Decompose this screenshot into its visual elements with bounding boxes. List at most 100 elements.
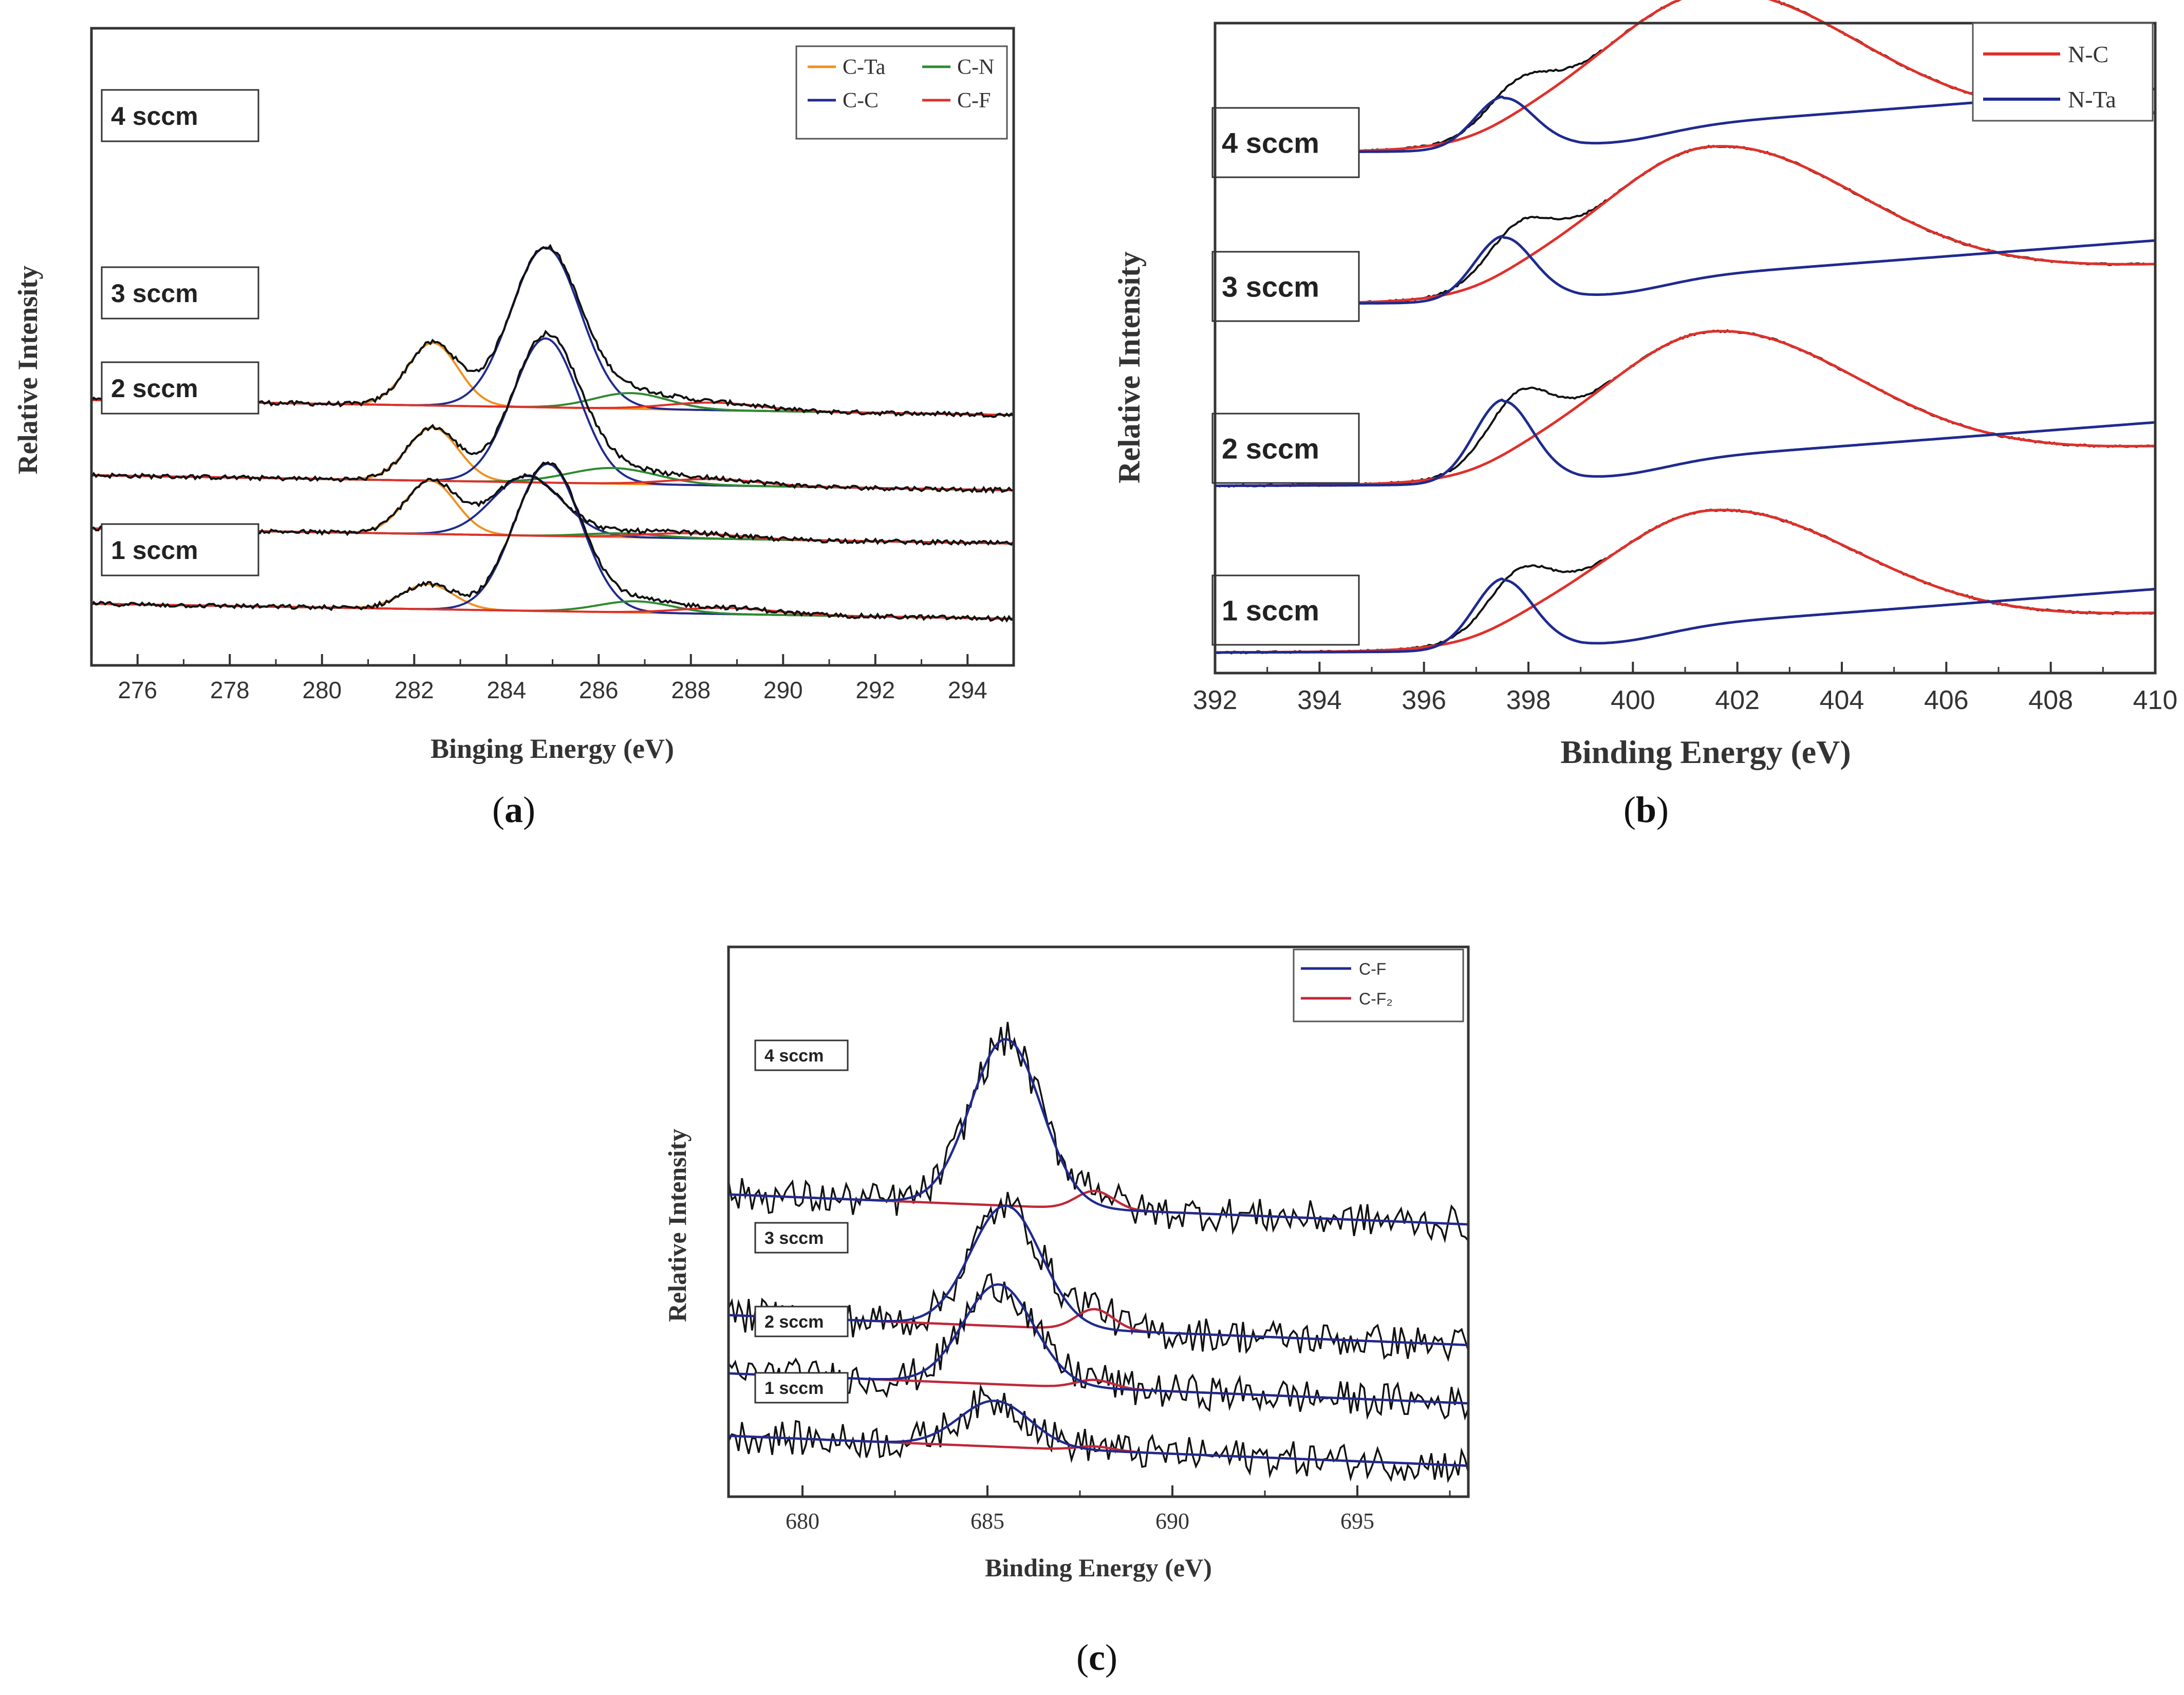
chart-b-tick-label: 392 bbox=[1193, 685, 1238, 715]
chart-c-raw-spectrum bbox=[727, 1191, 1469, 1362]
panel-label-a-open: ( bbox=[492, 789, 505, 830]
chart-a-tick-label: 288 bbox=[671, 677, 711, 703]
chart-a-label-box-4-sccm bbox=[101, 89, 259, 142]
chart-c-series-3-sccm bbox=[727, 1191, 1469, 1362]
chart-c-ylabel: Relative Intensity bbox=[663, 1129, 692, 1322]
chart-b-tick-label: 396 bbox=[1402, 685, 1446, 715]
chart-c-label-box-3-sccm bbox=[754, 1222, 849, 1254]
chart-a-legend-box bbox=[795, 45, 1008, 140]
chart-b-xlabel: Binding Energy (eV) bbox=[1560, 734, 1851, 770]
chart-a-tick-label: 290 bbox=[763, 677, 803, 703]
chart-c-label-box-4-sccm bbox=[754, 1039, 849, 1071]
chart-c-component-c-f bbox=[728, 1038, 1469, 1226]
chart-b-series-group: 4 sccm 3 sccm 2 sccm 1 sccm bbox=[1211, 0, 2156, 655]
chart-a-label-box-3-sccm bbox=[101, 266, 259, 320]
chart-b-component-n-ta bbox=[1215, 577, 2156, 654]
chart-a-legend-label: C-N bbox=[957, 55, 994, 79]
panel-label-b-close: ) bbox=[1656, 789, 1669, 830]
chart-b-series-2-sccm bbox=[1215, 329, 2156, 488]
chart-a-tick-label: 280 bbox=[302, 677, 342, 703]
chart-a-raw-spectrum bbox=[90, 461, 1014, 623]
chart-a-series-group: 4 sccm 3 sccm 2 sccm 1 sccm bbox=[90, 89, 1015, 623]
chart-a-xlabel: Binging Energy (eV) bbox=[431, 733, 674, 764]
chart-b-tick-label: 404 bbox=[1820, 685, 1864, 715]
panel-label-c-close: ) bbox=[1105, 1637, 1117, 1678]
chart-c-series-label: 1 sccm bbox=[764, 1379, 824, 1398]
chart-b-legend: N-C N-Ta bbox=[1972, 22, 2154, 122]
panel-label-a: (a) bbox=[492, 789, 535, 831]
panel-label-b-open: ( bbox=[1623, 789, 1636, 830]
chart-a-tick-label: 284 bbox=[487, 677, 526, 703]
chart-c-x-axis: 680 685 690 695 bbox=[786, 1485, 1451, 1534]
chart-b-series-3-sccm bbox=[1215, 144, 2156, 306]
chart-b-tick-label: 400 bbox=[1611, 685, 1655, 715]
chart-b-tick-label: 406 bbox=[1924, 685, 1969, 715]
chart-a-legend-label: C-C bbox=[843, 89, 879, 113]
chart-c-component-c-f bbox=[728, 1400, 1469, 1467]
chart-c-label-box-2-sccm bbox=[754, 1306, 849, 1337]
chart-b-series-label: 2 sccm bbox=[1222, 433, 1319, 465]
chart-b-tick-label: 394 bbox=[1297, 685, 1342, 715]
chart-b-legend-box bbox=[1972, 22, 2154, 122]
chart-c-series-1-sccm bbox=[727, 1383, 1469, 1483]
chart-a-tick-label: 282 bbox=[395, 677, 434, 703]
chart-b-series-1-sccm bbox=[1215, 508, 2156, 655]
chart-c-component-c-f bbox=[728, 1204, 1469, 1347]
chart-c-xlabel: Binding Energy (eV) bbox=[985, 1553, 1212, 1582]
chart-c-series-2-sccm bbox=[727, 1273, 1469, 1421]
chart-b-series-label: 3 sccm bbox=[1222, 271, 1319, 303]
panel-label-c-open: ( bbox=[1076, 1637, 1089, 1678]
chart-c-raw-spectrum bbox=[727, 1021, 1469, 1243]
panel-label-a-close: ) bbox=[522, 789, 535, 830]
chart-b-label-box-3-sccm bbox=[1211, 251, 1360, 322]
chart-c-frame bbox=[727, 945, 1470, 1498]
chart-b-label-box-2-sccm bbox=[1211, 413, 1360, 484]
chart-c-label-box-1-sccm bbox=[754, 1372, 849, 1404]
chart-a-series-label: 4 sccm bbox=[111, 102, 198, 131]
chart-b-tick-label: 408 bbox=[2028, 685, 2073, 715]
panel-label-b: (b) bbox=[1623, 789, 1669, 831]
chart-c-legend: C-F C-F₂ bbox=[1293, 948, 1464, 1022]
chart-a-tick-label: 276 bbox=[118, 677, 157, 703]
chart-a-series-label: 2 sccm bbox=[111, 374, 198, 403]
chart-b-component-n-ta bbox=[1215, 398, 2156, 487]
panel-label-c: (c) bbox=[1076, 1636, 1117, 1679]
chart-c-tick-label: 695 bbox=[1340, 1508, 1374, 1534]
chart-b-legend-label: N-Ta bbox=[2068, 86, 2116, 113]
chart-a-series-label: 3 sccm bbox=[111, 279, 198, 308]
chart-a-series-1-sccm bbox=[90, 461, 1014, 623]
panel-label-c-letter: c bbox=[1088, 1637, 1105, 1678]
chart-b-label-box-1-sccm bbox=[1211, 574, 1360, 646]
chart-a-x-axis: 276 278 280 282 284 286 288 290 292 294 bbox=[118, 654, 987, 703]
chart-c-series-label: 2 sccm bbox=[764, 1312, 824, 1332]
chart-c-series-4-sccm bbox=[727, 1021, 1469, 1243]
chart-b-legend-label: N-C bbox=[2068, 41, 2108, 67]
chart-c-tick-label: 690 bbox=[1155, 1508, 1189, 1534]
panel-label-a-letter: a bbox=[504, 789, 523, 830]
chart-c-tick-label: 685 bbox=[970, 1508, 1004, 1534]
chart-a-series-3-sccm bbox=[90, 329, 1014, 494]
chart-a-tick-label: 294 bbox=[948, 677, 987, 703]
chart-c-legend-box bbox=[1293, 948, 1464, 1022]
panel-label-b-letter: b bbox=[1635, 789, 1657, 830]
chart-a-legend: C-Ta C-N C-C C-F bbox=[795, 45, 1008, 140]
chart-c-series-label: 4 sccm bbox=[764, 1046, 824, 1066]
chart-a-series-label: 1 sccm bbox=[111, 536, 198, 565]
chart-a-label-box-1-sccm bbox=[101, 523, 259, 576]
chart-a-legend-label: C-F bbox=[957, 89, 991, 113]
chart-b-x-axis: 392 394 396 398 400 402 404 406 408 410 bbox=[1193, 662, 2177, 715]
chart-a-raw-spectrum bbox=[90, 329, 1014, 494]
chart-a-tick-label: 286 bbox=[579, 677, 619, 703]
chart-b-label-box-4-sccm bbox=[1211, 107, 1360, 178]
chart-b-tick-label: 402 bbox=[1715, 685, 1760, 715]
chart-a-ylabel: Relative Intensity bbox=[12, 266, 43, 474]
chart-a-tick-label: 278 bbox=[210, 677, 250, 703]
chart-a-tick-label: 292 bbox=[855, 677, 895, 703]
chart-c-legend-label: C-F₂ bbox=[1359, 990, 1393, 1008]
chart-b-ylabel: Relative Intensity bbox=[1112, 251, 1146, 483]
chart-c-legend-label: C-F bbox=[1359, 960, 1386, 978]
chart-b-component-n-ta bbox=[1215, 234, 2156, 305]
